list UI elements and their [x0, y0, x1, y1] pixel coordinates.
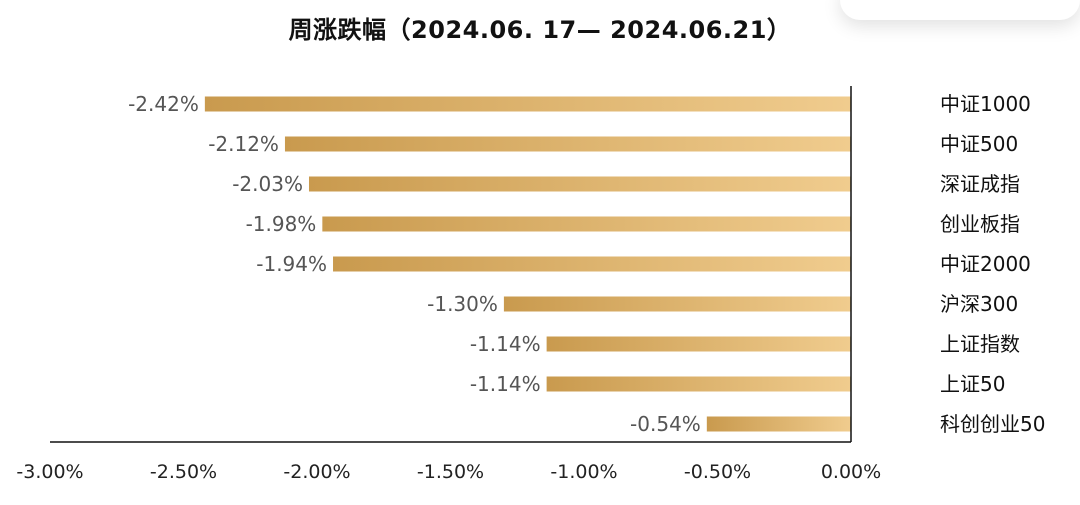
category-label-2: 中证500: [940, 132, 1018, 156]
value-label-2: -2.12%: [208, 132, 279, 156]
category-label-8: 上证50: [940, 372, 1005, 396]
value-label-3: -2.03%: [232, 172, 303, 196]
category-label-3: 深证成指: [940, 172, 1020, 196]
value-label-7: -1.14%: [470, 332, 541, 356]
chart-title: 周涨跌幅（2024.06. 17— 2024.06.21）: [288, 16, 792, 44]
value-label-6: -1.30%: [427, 292, 498, 316]
value-label-5: -1.94%: [256, 252, 327, 276]
value-label-8: -1.14%: [470, 372, 541, 396]
bar-2: [284, 136, 852, 152]
bar-9: [706, 416, 851, 432]
x-tick-label-1: -3.00%: [16, 461, 83, 483]
x-tick-label-5: -1.00%: [550, 461, 617, 483]
category-label-7: 上证指数: [940, 332, 1020, 356]
category-label-6: 沪深300: [940, 292, 1018, 316]
bar-3: [308, 176, 851, 192]
x-tick-label-6: -0.50%: [684, 461, 751, 483]
bar-1: [204, 96, 852, 112]
value-label-1: -2.42%: [128, 92, 199, 116]
category-label-5: 中证2000: [940, 252, 1031, 276]
bar-4: [322, 216, 852, 232]
x-tick-label-2: -2.50%: [150, 461, 217, 483]
bar-5: [333, 256, 851, 272]
bar-7: [546, 336, 851, 352]
x-tick-label-7: 0.00%: [821, 461, 881, 483]
bar-8: [546, 376, 851, 392]
value-label-9: -0.54%: [630, 412, 701, 436]
category-label-4: 创业板指: [940, 212, 1020, 236]
x-tick-label-4: -1.50%: [417, 461, 484, 483]
x-tick-label-3: -2.00%: [283, 461, 350, 483]
category-label-9: 科创创业50: [940, 412, 1045, 436]
category-label-1: 中证1000: [940, 92, 1031, 116]
top-right-card-edge: [840, 0, 1080, 20]
bar-6: [503, 296, 851, 312]
value-label-4: -1.98%: [246, 212, 317, 236]
